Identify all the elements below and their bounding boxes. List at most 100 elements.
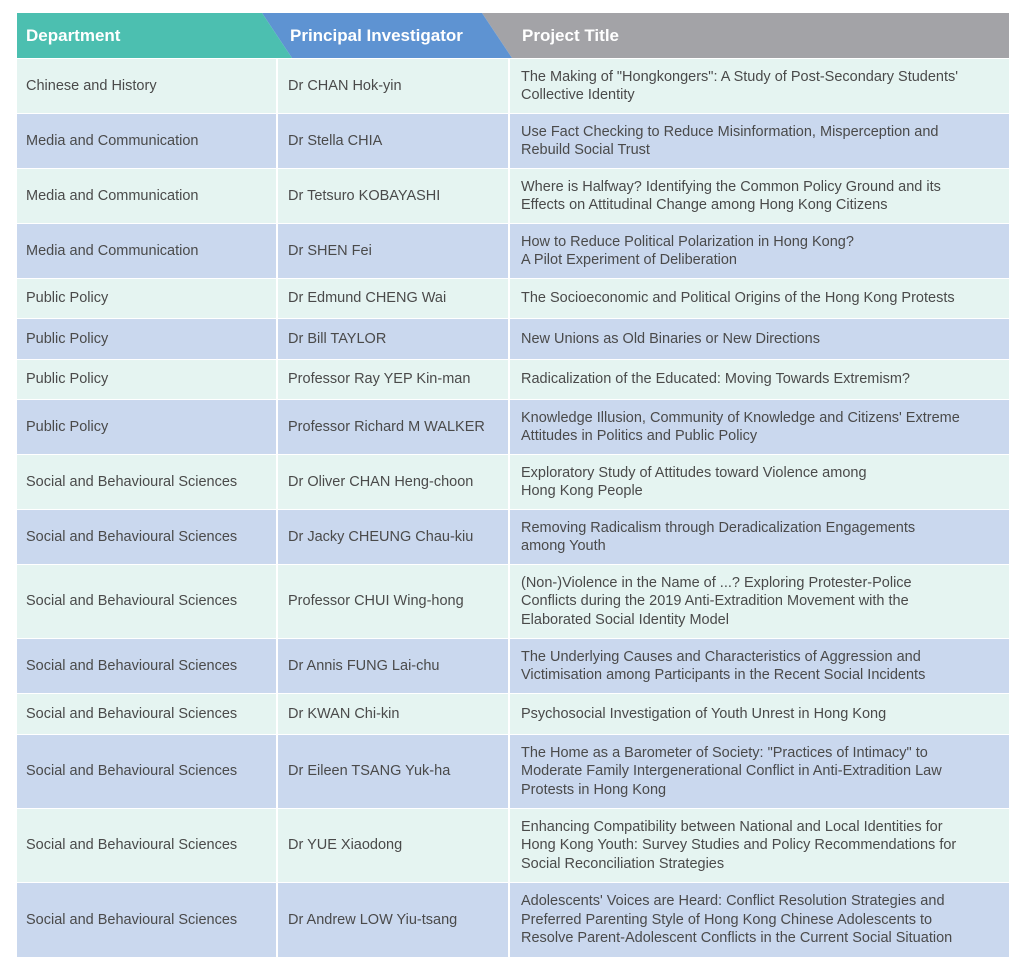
project-title-cell: Enhancing Compatibility between National…	[510, 809, 1009, 882]
department-cell: Public Policy	[17, 279, 278, 318]
title-line: Moderate Family Intergenerational Confli…	[521, 763, 942, 780]
title-line: Collective Identity	[521, 87, 635, 103]
table-row: Social and Behavioural Sciences Dr KWAN C…	[17, 693, 1009, 734]
department-cell: Social and Behavioural Sciences	[17, 694, 278, 734]
title-line: Hong Kong People	[521, 483, 643, 499]
project-title-cell: Psychosocial Investigation of Youth Unre…	[510, 694, 1009, 734]
title-line: Where is Halfway? Identifying the Common…	[521, 178, 941, 195]
table-row: Social and Behavioural Sciences Dr Oliver…	[17, 454, 1009, 509]
project-title-cell: Use Fact Checking to Reduce Misinformati…	[510, 114, 1009, 168]
project-title-cell: Removing Radicalism through Deradicaliza…	[510, 510, 1009, 564]
header-investigator: Principal Investigator	[262, 13, 512, 58]
project-title-cell: New Unions as Old Binaries or New Direct…	[510, 319, 1009, 359]
department-cell: Public Policy	[17, 400, 278, 454]
title-line: Social Reconciliation Strategies	[521, 855, 725, 872]
project-title-cell: The Underlying Causes and Characteristic…	[510, 639, 1009, 693]
investigator-cell: Professor Ray YEP Kin-man	[278, 360, 510, 399]
department-cell: Social and Behavioural Sciences	[17, 883, 278, 957]
project-title-cell: (Non-)Violence in the Name of ...? Explo…	[510, 565, 1009, 638]
title-line: New Unions as Old Binaries or New Direct…	[521, 330, 820, 347]
projects-table: Department Principal Investigator Projec…	[17, 13, 1009, 957]
title-line: Exploratory Study of Attitudes toward Vi…	[521, 464, 867, 481]
investigator-cell: Professor CHUI Wing-hong	[278, 565, 510, 638]
investigator-cell: Dr Andrew LOW Yiu-tsang	[278, 883, 510, 957]
investigator-cell: Dr CHAN Hok-yin	[278, 59, 510, 113]
title-line: The Home as a Barometer of Society: "Pra…	[521, 744, 928, 761]
table-row: Social and Behavioural Sciences Dr YUE Xi…	[17, 808, 1009, 882]
department-cell: Public Policy	[17, 319, 278, 359]
table-row: Public Policy Dr Edmund CHENG Wai The Soci…	[17, 278, 1009, 318]
table-row: Social and Behavioural Sciences Dr Jacky …	[17, 509, 1009, 564]
table-row: Public Policy Professor Richard M WALKER K…	[17, 399, 1009, 454]
title-line: Preferred Parenting Style of Hong Kong C…	[521, 911, 933, 928]
table-body: Chinese and History Dr CHAN Hok-yin The Ma…	[17, 58, 1009, 957]
investigator-cell: Dr Oliver CHAN Heng-choon	[278, 455, 510, 509]
title-line: Hong Kong Youth: Survey Studies and Poli…	[521, 837, 957, 854]
project-title-cell: The Home as a Barometer of Society: "Pra…	[510, 735, 1009, 808]
investigator-cell: Dr Bill TAYLOR	[278, 319, 510, 359]
investigator-cell: Dr Stella CHIA	[278, 114, 510, 168]
title-line: Radicalization of the Educated: Moving T…	[521, 371, 911, 388]
title-line: Effects on Attitudinal Change among Hong…	[521, 197, 888, 213]
department-cell: Public Policy	[17, 360, 278, 399]
title-line: Rebuild Social Trust	[521, 142, 650, 158]
department-cell: Social and Behavioural Sciences	[17, 565, 278, 638]
title-line: Resolve Parent-Adolescent Conflicts in t…	[521, 930, 953, 947]
title-line: Removing Radicalism through Deradicaliza…	[521, 519, 916, 536]
title-line: Conflicts during the 2019 Anti-Extraditi…	[521, 593, 909, 610]
project-title-cell: The Making of "Hongkongers": A Study of …	[510, 59, 1009, 113]
title-line: Attitudes in Politics and Public Policy	[521, 428, 758, 444]
table-row: Public Policy Professor Ray YEP Kin-man Ra…	[17, 359, 1009, 399]
title-line: Knowledge Illusion, Community of Knowled…	[521, 409, 960, 426]
title-line: Psychosocial Investigation of Youth Unre…	[521, 705, 887, 722]
title-line: The Socioeconomic and Political Origins …	[521, 290, 955, 307]
table-row: Social and Behavioural Sciences Dr Andrew…	[17, 882, 1009, 957]
investigator-cell: Dr Edmund CHENG Wai	[278, 279, 510, 318]
department-cell: Media and Communication	[17, 224, 278, 278]
title-line: Enhancing Compatibility between National…	[521, 818, 943, 835]
table-row: Media and Communication Dr Stella CHIA Use…	[17, 113, 1009, 168]
investigator-cell: Dr YUE Xiaodong	[278, 809, 510, 882]
table-row: Social and Behavioural Sciences Dr Eileen…	[17, 734, 1009, 808]
title-line: The Underlying Causes and Characteristic…	[521, 648, 921, 665]
title-line: A Pilot Experiment of Deliberation	[521, 252, 737, 268]
project-title-cell: How to Reduce Political Polarization in …	[510, 224, 1009, 278]
table-row: Public Policy Dr Bill TAYLOR New Unions as…	[17, 318, 1009, 359]
department-cell: Social and Behavioural Sciences	[17, 455, 278, 509]
table-row: Social and Behavioural Sciences Dr Annis …	[17, 638, 1009, 693]
department-cell: Social and Behavioural Sciences	[17, 735, 278, 808]
title-line: (Non-)Violence in the Name of ...? Explo…	[521, 574, 912, 591]
title-line: Use Fact Checking to Reduce Misinformati…	[521, 123, 939, 140]
investigator-cell: Dr SHEN Fei	[278, 224, 510, 278]
table-row: Media and Communication Dr Tetsuro KOBAYA…	[17, 168, 1009, 223]
title-line: Adolescents' Voices are Heard: Conflict …	[521, 893, 945, 910]
title-line: among Youth	[521, 538, 606, 554]
table-row: Social and Behavioural Sciences Professor…	[17, 564, 1009, 638]
project-title-cell: Radicalization of the Educated: Moving T…	[510, 360, 1009, 399]
department-cell: Media and Communication	[17, 169, 278, 223]
department-cell: Chinese and History	[17, 59, 278, 113]
investigator-cell: Dr KWAN Chi-kin	[278, 694, 510, 734]
department-cell: Media and Communication	[17, 114, 278, 168]
title-line: Victimisation among Participants in the …	[521, 667, 926, 683]
table-header: Department Principal Investigator Projec…	[17, 13, 1009, 58]
investigator-cell: Dr Eileen TSANG Yuk-ha	[278, 735, 510, 808]
title-line: Elaborated Social Identity Model	[521, 611, 729, 628]
department-cell: Social and Behavioural Sciences	[17, 809, 278, 882]
project-title-cell: Knowledge Illusion, Community of Knowled…	[510, 400, 1009, 454]
table-row: Chinese and History Dr CHAN Hok-yin The Ma…	[17, 58, 1009, 113]
project-title-cell: The Socioeconomic and Political Origins …	[510, 279, 1009, 318]
project-title-cell: Exploratory Study of Attitudes toward Vi…	[510, 455, 1009, 509]
header-department: Department	[17, 13, 292, 58]
investigator-cell: Dr Tetsuro KOBAYASHI	[278, 169, 510, 223]
department-cell: Social and Behavioural Sciences	[17, 510, 278, 564]
project-title-cell: Where is Halfway? Identifying the Common…	[510, 169, 1009, 223]
investigator-cell: Professor Richard M WALKER	[278, 400, 510, 454]
header-title: Project Title	[482, 13, 1009, 58]
title-line: Protests in Hong Kong	[521, 781, 667, 798]
department-cell: Social and Behavioural Sciences	[17, 639, 278, 693]
title-line: How to Reduce Political Polarization in …	[521, 233, 854, 250]
project-title-cell: Adolescents' Voices are Heard: Conflict …	[510, 883, 1009, 957]
investigator-cell: Dr Annis FUNG Lai-chu	[278, 639, 510, 693]
title-line: The Making of "Hongkongers": A Study of …	[521, 68, 959, 85]
